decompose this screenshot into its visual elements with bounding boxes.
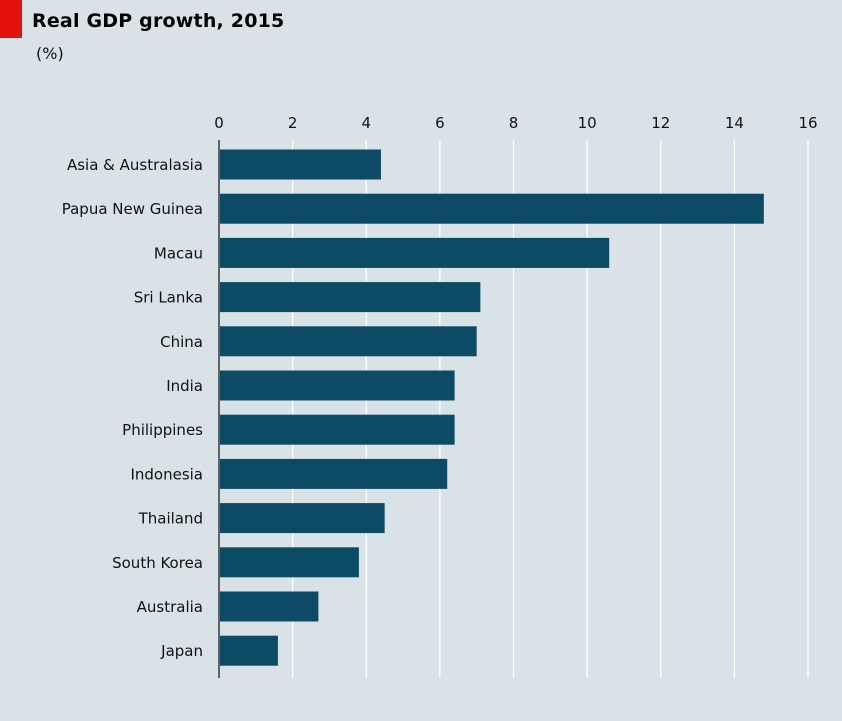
category-label: Macau — [154, 244, 203, 262]
bar — [220, 547, 359, 578]
category-label: Papua New Guinea — [62, 200, 203, 218]
x-tick-label: 12 — [651, 114, 670, 132]
bar — [220, 458, 448, 489]
x-tick-label: 4 — [361, 114, 371, 132]
x-tick-label: 8 — [509, 114, 519, 132]
chart-title: Real GDP growth, 2015 — [32, 10, 285, 32]
category-label: Australia — [137, 598, 203, 616]
bar — [220, 237, 610, 268]
x-tick-label: 6 — [435, 114, 445, 132]
accent-bar — [0, 0, 22, 38]
x-tick-label: 10 — [578, 114, 597, 132]
bar — [220, 414, 455, 445]
bar — [220, 282, 481, 313]
category-label: South Korea — [112, 554, 203, 572]
x-tick-label: 14 — [725, 114, 744, 132]
bar — [220, 149, 381, 180]
x-tick-label: 0 — [214, 114, 224, 132]
category-label: Sri Lanka — [134, 289, 203, 307]
bar — [220, 193, 764, 224]
bar — [220, 591, 319, 622]
x-tick-label: 2 — [288, 114, 298, 132]
category-label: India — [166, 377, 203, 395]
chart-subtitle: (%) — [36, 44, 64, 63]
category-label: Thailand — [138, 510, 203, 528]
category-label: Japan — [160, 642, 203, 660]
x-tick-label: 16 — [798, 114, 817, 132]
bar — [220, 370, 455, 401]
bar — [220, 326, 477, 357]
bar — [220, 503, 385, 534]
category-label: Asia & Australasia — [67, 156, 203, 174]
category-label: China — [160, 333, 203, 351]
category-label: Indonesia — [130, 465, 203, 483]
bar — [220, 635, 278, 666]
category-label: Philippines — [122, 421, 203, 439]
